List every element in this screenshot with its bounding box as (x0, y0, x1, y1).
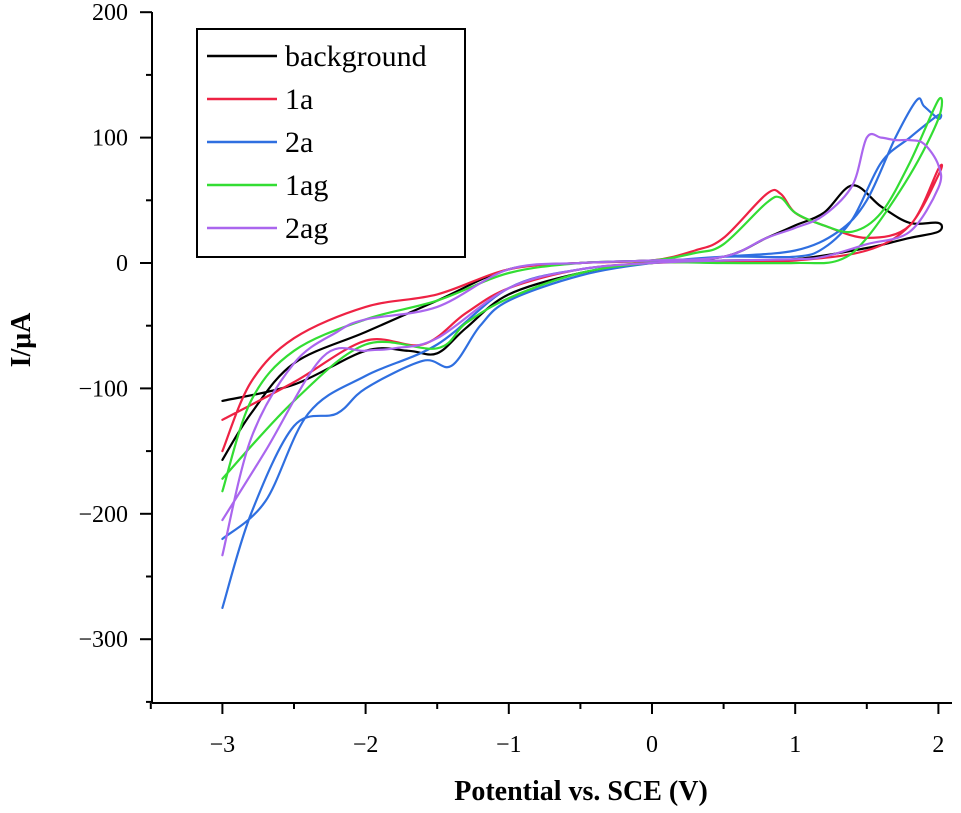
x-tick-label: 2 (932, 732, 944, 758)
x-tick-label: −1 (496, 732, 522, 758)
legend-label: 2ag (285, 212, 328, 245)
y-tick-label: 200 (92, 0, 128, 26)
x-tick-label: −3 (210, 732, 236, 758)
y-tick-label: 100 (92, 126, 128, 152)
y-tick-label: −100 (78, 376, 128, 402)
x-tick-label: −2 (353, 732, 379, 758)
series-line-2ag (221, 132, 943, 557)
x-tick-label: 0 (646, 732, 658, 758)
y-axis-title: I/μA (6, 312, 37, 368)
series-layer (221, 96, 944, 609)
ticks: −3 −2 −1 0 1 2 −300 −200 −100 0 100 200 (78, 0, 944, 758)
y-tick-label: −300 (78, 627, 128, 653)
series-line-1ag (221, 96, 944, 493)
axes (151, 12, 952, 704)
x-tick-label: 1 (789, 732, 801, 758)
legend-label: background (285, 40, 427, 73)
legend-label: 1a (285, 83, 313, 116)
x-axis-title: Potential vs. SCE (V) (454, 776, 708, 807)
y-tick-label: −200 (78, 502, 128, 528)
y-tick-label: 0 (116, 251, 128, 277)
legend-label: 1ag (285, 169, 328, 202)
legend-label: 2a (285, 126, 313, 159)
legend: background 1a 2a 1ag 2ag (196, 28, 466, 258)
